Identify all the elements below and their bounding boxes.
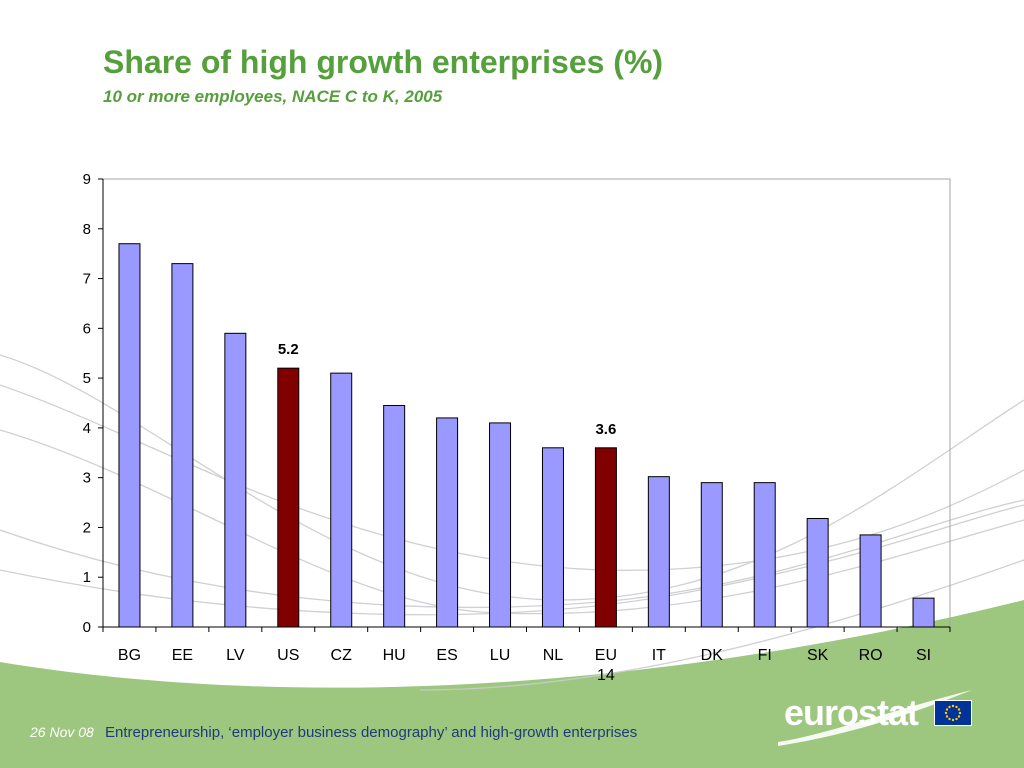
- chart-subtitle: 10 or more employees, NACE C to K, 2005: [103, 87, 443, 106]
- y-tick-label: 7: [83, 271, 91, 288]
- chart-title: Share of high growth enterprises (%): [103, 44, 664, 80]
- bar-eu-14: [594, 447, 617, 628]
- y-tick-label: 1: [83, 569, 91, 586]
- x-tick-label: RO: [859, 647, 883, 664]
- decorative-curve: [0, 504, 1024, 616]
- footer-band: [0, 600, 1024, 768]
- eu-flag-icon: [934, 700, 972, 726]
- bar-bg: [118, 243, 141, 628]
- x-tick-label: 14: [597, 667, 615, 684]
- bar-ee: [171, 263, 194, 628]
- decorative-curve: [419, 559, 1024, 691]
- x-tick-label: US: [277, 647, 299, 664]
- bar-lu: [489, 422, 512, 628]
- x-tick-label: EE: [172, 647, 193, 664]
- bar-nl: [541, 447, 564, 628]
- eurostat-logo: eurostat: [772, 690, 977, 750]
- logo-swoosh-icon: [778, 690, 972, 746]
- footer-date: 26 Nov 08: [30, 724, 94, 740]
- footer-text: Entrepreneurship, ‘employer business dem…: [105, 724, 638, 741]
- x-tick-label: LU: [490, 647, 510, 664]
- bar-cz: [330, 372, 353, 628]
- y-tick-label: 5: [83, 370, 91, 387]
- data-label: 3.6: [595, 421, 616, 438]
- bar-dk: [700, 482, 723, 628]
- decorative-curve: [0, 384, 1024, 571]
- bar-us: [277, 367, 300, 628]
- x-tick-label: CZ: [331, 647, 353, 664]
- logo-text: eurostat: [784, 692, 919, 733]
- x-tick-label: BG: [118, 647, 141, 664]
- bar-es: [436, 417, 459, 628]
- y-tick-label: 4: [83, 420, 91, 437]
- bar-it: [647, 476, 670, 628]
- bar-sk: [806, 517, 829, 628]
- x-tick-label: IT: [652, 647, 666, 664]
- x-tick-label: SK: [807, 647, 829, 664]
- y-tick-label: 3: [83, 470, 91, 487]
- data-label: 5.2: [278, 341, 299, 358]
- x-tick-label: ES: [436, 647, 457, 664]
- y-tick-label: 0: [83, 619, 91, 636]
- y-tick-label: 2: [83, 519, 91, 536]
- bar-ro: [859, 534, 882, 628]
- y-tick-label: 9: [83, 171, 91, 188]
- x-tick-label: FI: [758, 647, 772, 664]
- x-tick-label: SI: [916, 647, 931, 664]
- y-tick-label: 6: [83, 320, 91, 337]
- bar-lv: [224, 332, 247, 628]
- x-tick-label: NL: [543, 647, 564, 664]
- x-tick-label: DK: [701, 647, 724, 664]
- bar-hu: [383, 404, 406, 628]
- x-tick-label: EU: [595, 647, 617, 664]
- y-tick-label: 8: [83, 221, 91, 238]
- bar-fi: [753, 482, 776, 628]
- x-tick-label: HU: [383, 647, 406, 664]
- bar-si: [912, 597, 935, 628]
- x-tick-label: LV: [226, 647, 245, 664]
